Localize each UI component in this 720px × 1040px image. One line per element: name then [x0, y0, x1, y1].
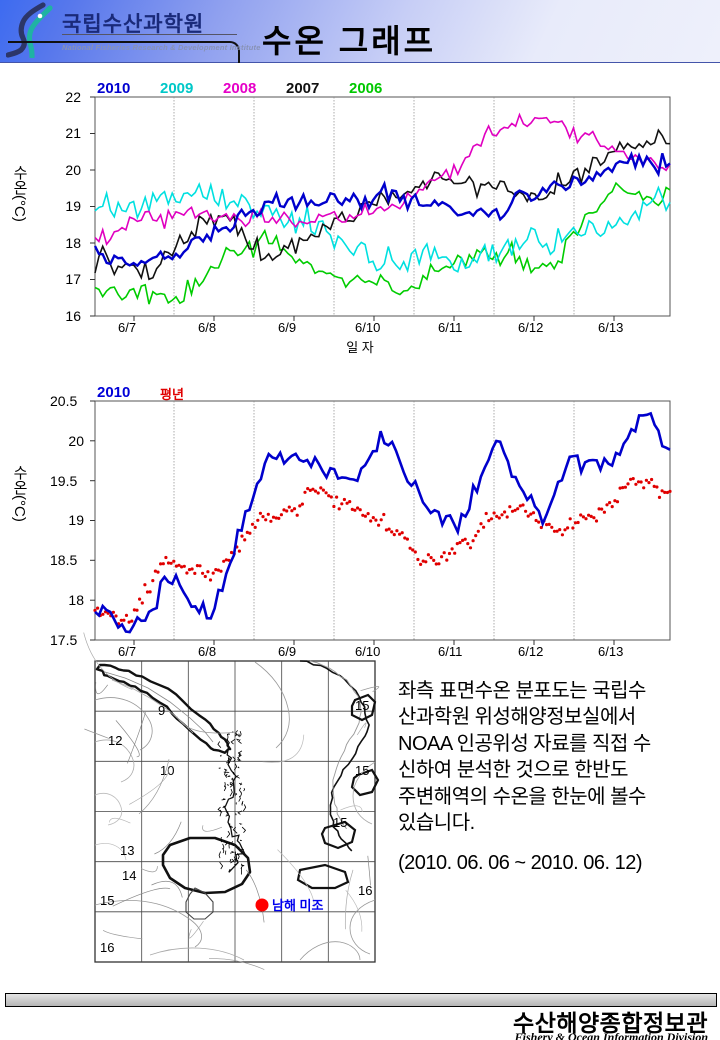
svg-text:15: 15 — [355, 763, 369, 778]
svg-text:13: 13 — [120, 843, 134, 858]
svg-text:15: 15 — [355, 698, 369, 713]
svg-text:남해 미조: 남해 미조 — [272, 898, 323, 913]
svg-text:14: 14 — [122, 868, 136, 883]
svg-text:15: 15 — [333, 815, 347, 830]
svg-text:16: 16 — [100, 940, 114, 955]
svg-text:15: 15 — [100, 893, 114, 908]
svg-text:12: 12 — [108, 733, 122, 748]
svg-text:9: 9 — [158, 703, 165, 718]
